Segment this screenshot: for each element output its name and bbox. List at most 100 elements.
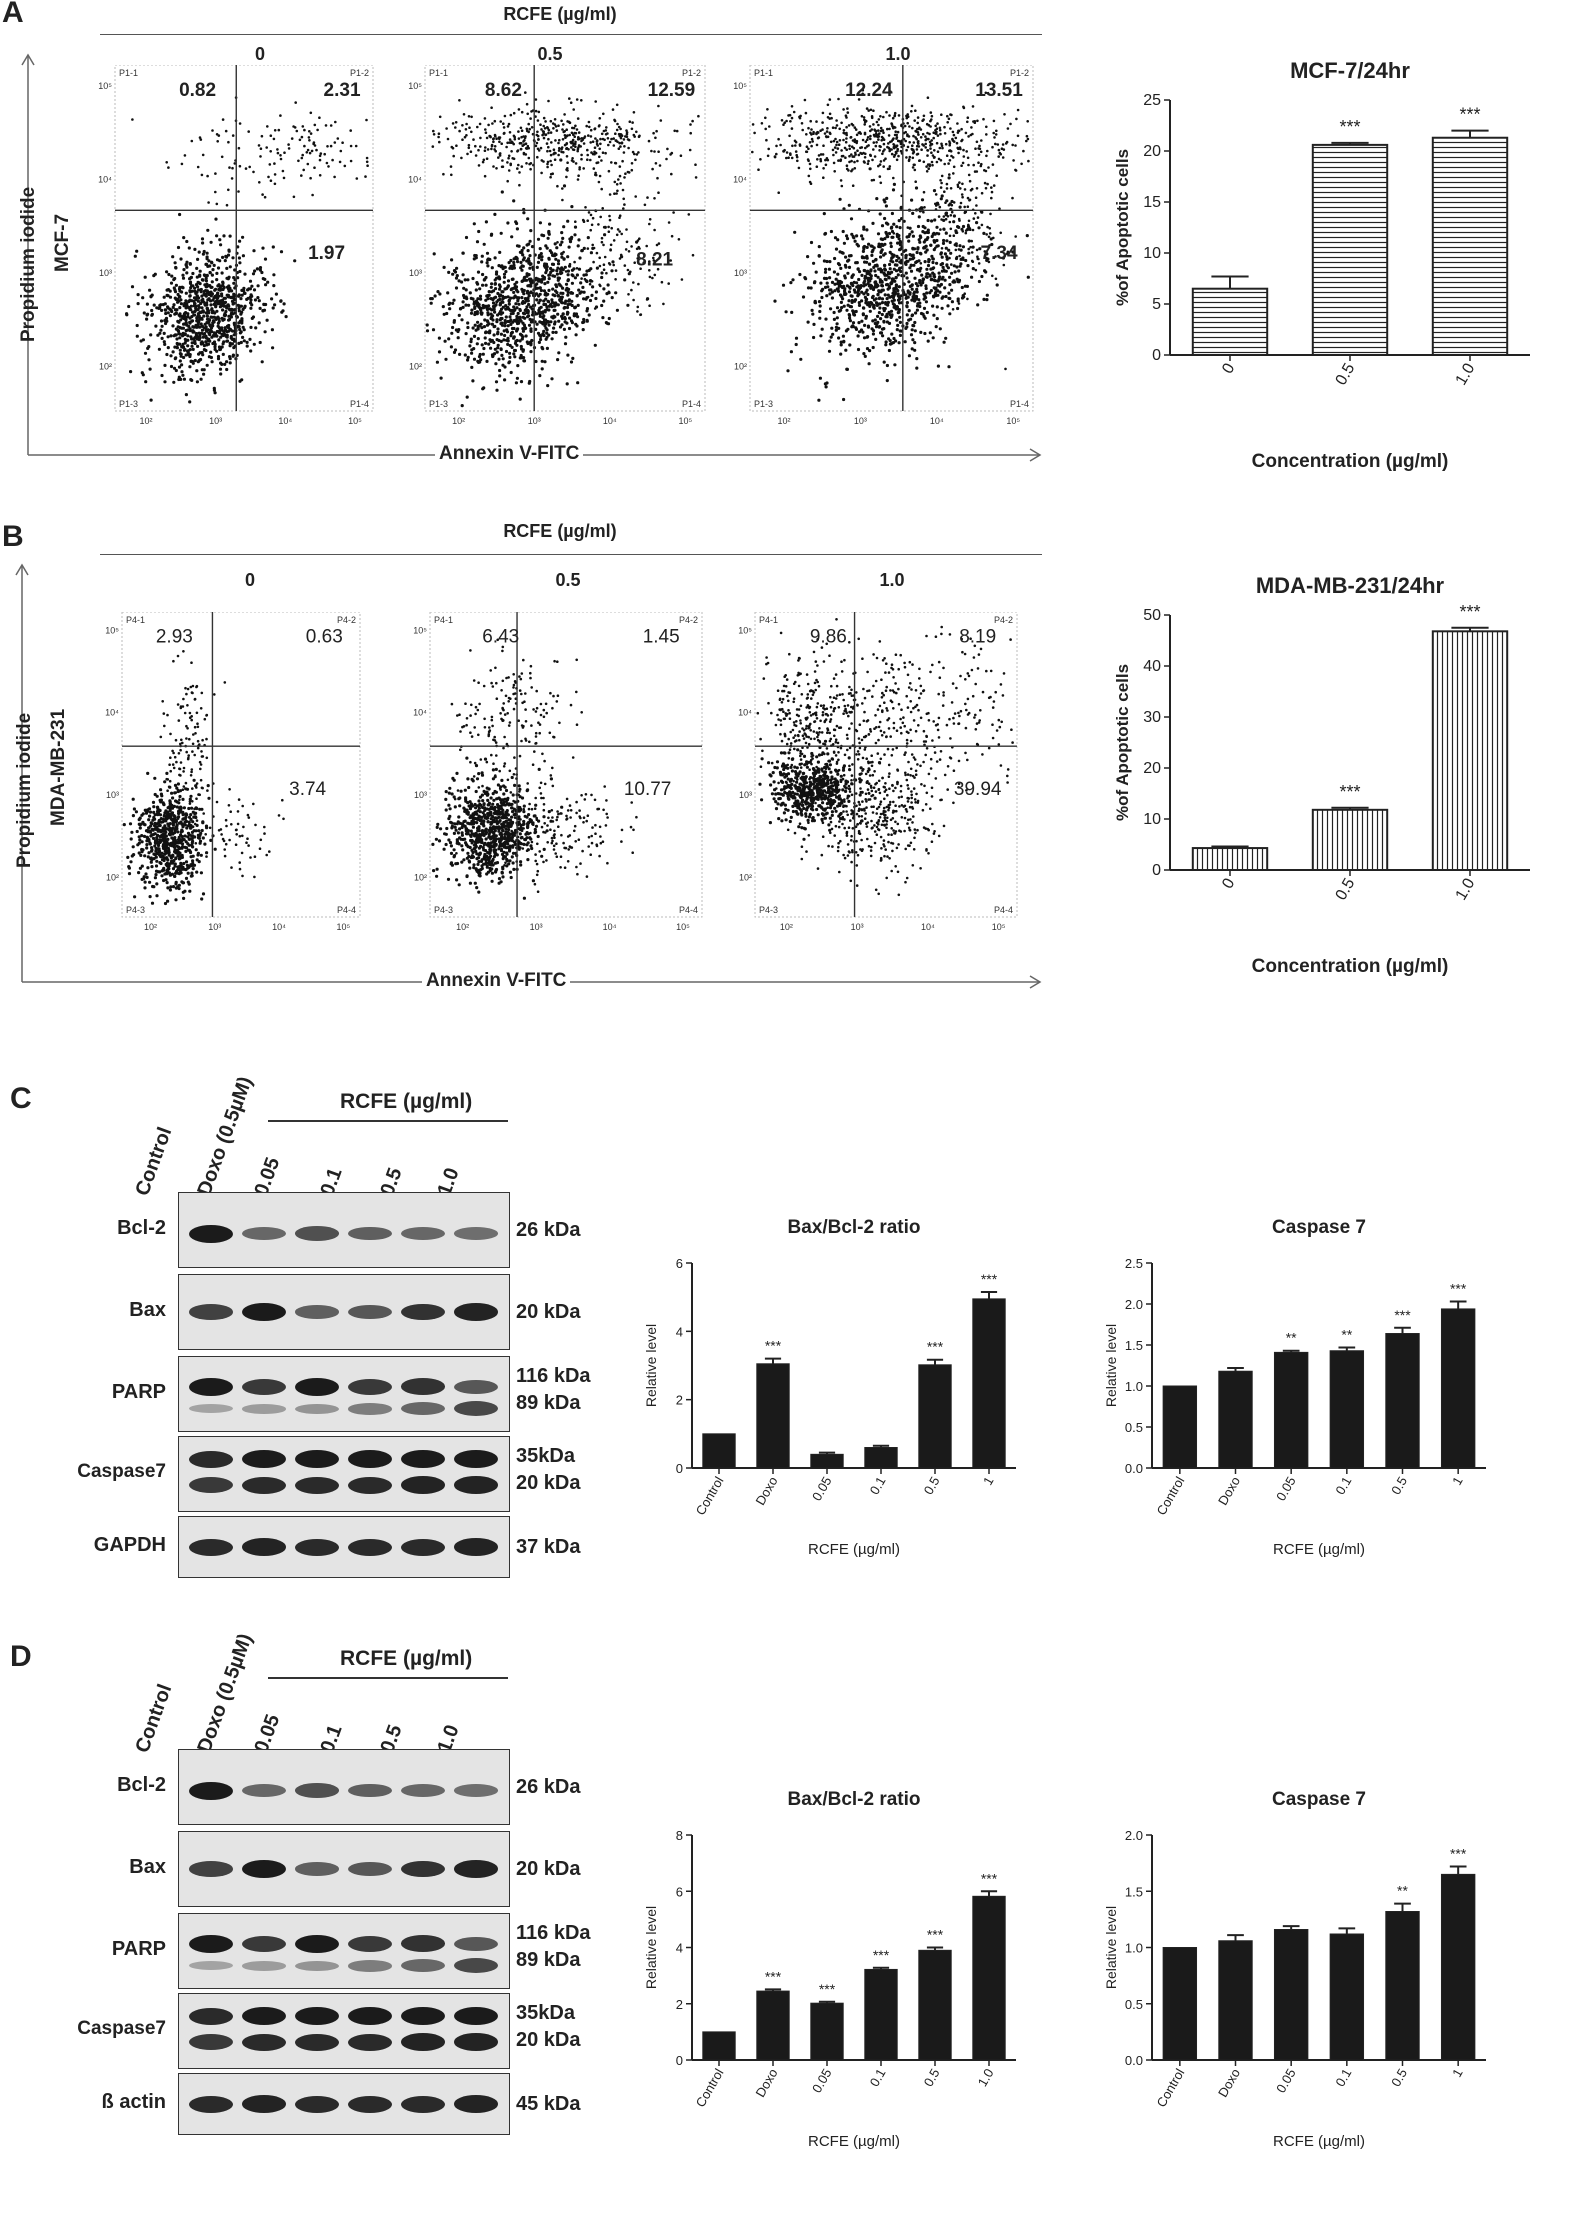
gate-label: P1-4 [682, 399, 701, 409]
rcfe-header: RCFE (µg/ml) [340, 1647, 473, 1670]
conc-label-a-2: 1.0 [885, 44, 911, 64]
flow-y-tick: 10³ [99, 268, 112, 278]
panel-letter-d: D [10, 1640, 32, 1673]
pi-axis-label-a: Propidium iodide [18, 186, 39, 342]
x-tick-label: 0.5 [1388, 1474, 1410, 1497]
bar [1273, 1929, 1309, 2061]
flow-plot-b-0: P4-1 P4-2 P4-3 P4-4 10² 10² 10³ 10³ 10⁴ 10⁴ 10⁵ 10⁵… [105, 612, 361, 932]
quadrant-value-q2: 12.59 [648, 80, 696, 101]
quadrant-value-q4: 10.77 [624, 779, 672, 800]
kda-label: 89 kDa [516, 1391, 581, 1414]
gate-label: P4-2 [337, 615, 356, 625]
x-tick-label: 0.5 [921, 1474, 943, 1497]
bar [756, 1990, 790, 2061]
lane-label-0: Control [131, 1124, 177, 1199]
chart-D-casp: Caspase 7 0.0 0.5 1.0 1.5 2.0 Relative level Co… [1103, 1789, 1486, 2150]
protein-band [242, 1378, 286, 1395]
kda-label: 35kDa [516, 2001, 575, 2024]
error-bar [1282, 1349, 1300, 1353]
bar [864, 1968, 898, 2061]
flow-plot-a-2: P1-1 P1-2 P1-3 P1-4 10² 10² 10³ 10³ 10⁴ 10⁴ 10⁵ 10⁵… [733, 65, 1034, 426]
error-bar [818, 1451, 836, 1455]
x-tick-label: 0.5 [921, 2066, 943, 2089]
bar [702, 2031, 736, 2061]
protein-band [189, 1781, 233, 1800]
gate-label: P4-2 [679, 615, 698, 625]
protein-label-1: Bax [129, 1856, 166, 1878]
protein-band [454, 1936, 498, 1951]
bar [1191, 847, 1269, 872]
bar [756, 1363, 790, 1469]
quadrant-value-q1: 8.62 [485, 80, 522, 101]
flow-y-tick: 10³ [106, 790, 119, 800]
y-tick-label: 6 [676, 1884, 683, 1899]
flow-y-tick: 10⁴ [408, 175, 422, 185]
error-bar [1449, 1300, 1467, 1309]
protein-band [401, 1538, 445, 1556]
protein-band [348, 1305, 392, 1319]
chart-title: Caspase 7 [1272, 1217, 1366, 1238]
protein-band [454, 1379, 498, 1394]
kda-label: 37 kDa [516, 1536, 581, 1558]
lane-label-0: Control [131, 1681, 177, 1756]
y-tick-label: 8 [676, 1828, 683, 1843]
error-bar [1331, 141, 1369, 145]
x-tick-label: 0.05 [1273, 2066, 1299, 2095]
protein-band [295, 1450, 339, 1469]
flow-y-tick: 10⁵ [408, 81, 422, 91]
flow-y-tick: 10³ [739, 790, 752, 800]
protein-band [348, 2007, 392, 2026]
protein-band [454, 1958, 498, 1974]
rcfe-header-a: RCFE (µg/ml) [503, 4, 617, 24]
protein-band [454, 1860, 498, 1878]
x-tick-label: 0.1 [1332, 1474, 1354, 1497]
x-tick-label: Control [1153, 2066, 1187, 2110]
protein-label-4: ß actin [101, 2091, 166, 2113]
significance-marker: *** [1459, 105, 1480, 125]
error-bar [872, 1444, 890, 1448]
x-tick-label: 0.1 [1332, 2066, 1354, 2089]
flow-y-tick: 10⁴ [105, 708, 119, 718]
protein-band [189, 1934, 233, 1953]
protein-band [348, 1450, 392, 1469]
gate-label: P1-2 [682, 68, 701, 78]
gate-label: P4-4 [679, 905, 698, 915]
protein-band [189, 1477, 233, 1494]
bar [1191, 287, 1269, 356]
quadrant-value-q1: 2.93 [156, 627, 193, 648]
x-tick-label: Control [693, 2066, 727, 2110]
protein-band [348, 1476, 392, 1494]
gate-label: P1-3 [754, 399, 773, 409]
error-bar [980, 1291, 998, 1299]
protein-band [401, 2095, 445, 2113]
flow-y-tick: 10² [734, 361, 747, 371]
error-bar [1211, 845, 1249, 849]
y-tick-label: 0.0 [1125, 2053, 1143, 2068]
bar [1329, 1933, 1365, 2061]
flow-x-tick: 10⁵ [992, 922, 1006, 932]
flow-x-tick: 10³ [528, 416, 541, 426]
bar [810, 1453, 844, 1469]
y-tick-label: 30 [1143, 709, 1161, 726]
y-axis-label: %of Apoptotic cells [1113, 664, 1132, 821]
protein-band [454, 2095, 498, 2113]
x-axis-label: RCFE (µg/ml) [808, 1541, 900, 1558]
error-bar [1338, 1346, 1356, 1351]
bar [1440, 1308, 1476, 1469]
y-tick-label: 15 [1143, 194, 1161, 211]
protein-band [295, 1538, 339, 1556]
chart-title: Bax/Bcl-2 ratio [787, 1217, 920, 1238]
error-bar [1451, 129, 1489, 138]
flow-x-tick: 10² [139, 416, 152, 426]
error-bar [1227, 1366, 1244, 1372]
annexin-axis-label-a: Annexin V-FITC [435, 443, 584, 465]
y-tick-label: 50 [1143, 607, 1161, 624]
protein-band [242, 1538, 286, 1556]
header-rule-b [100, 554, 1042, 555]
protein-band [401, 1476, 445, 1494]
kda-label: 26 kDa [516, 1776, 581, 1798]
flow-y-tick: 10³ [734, 268, 747, 278]
x-tick-label: 0 [1219, 360, 1238, 376]
significance-marker: *** [981, 1271, 998, 1287]
flow-x-tick: 10³ [854, 416, 867, 426]
